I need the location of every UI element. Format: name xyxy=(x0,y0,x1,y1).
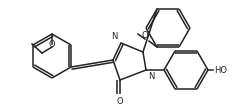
Text: O: O xyxy=(141,31,148,40)
Text: HO: HO xyxy=(214,65,227,74)
Text: N: N xyxy=(148,72,154,81)
Text: O: O xyxy=(117,97,123,106)
Text: O: O xyxy=(49,40,55,49)
Text: N: N xyxy=(112,32,118,41)
